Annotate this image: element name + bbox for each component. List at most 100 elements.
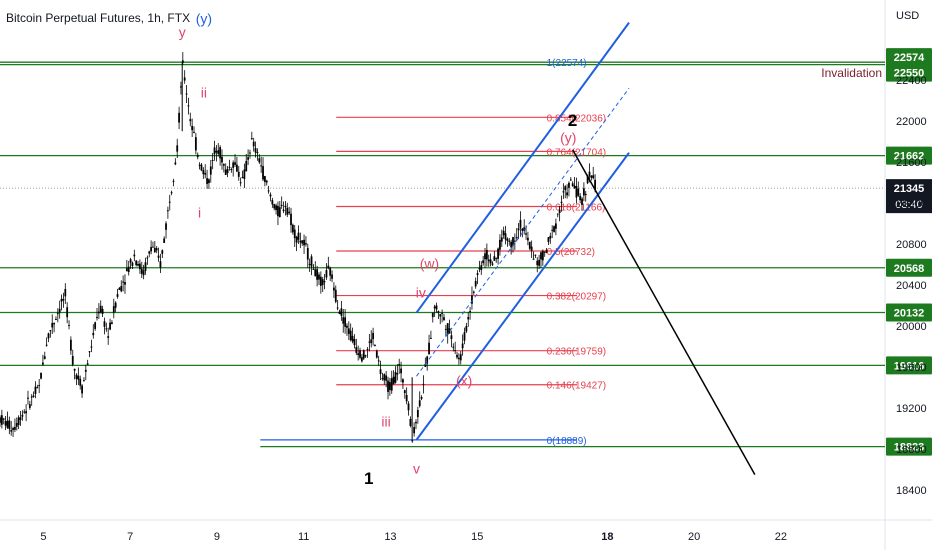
candle-body [586, 176, 589, 184]
candle-body [107, 336, 110, 338]
candle-body [510, 241, 513, 248]
candle-body [32, 395, 35, 397]
candle-body [457, 357, 460, 360]
candle-body [500, 237, 503, 242]
candle-body [166, 210, 169, 212]
candle-body [584, 193, 587, 196]
candle-body [314, 269, 317, 277]
candle-body [191, 126, 194, 131]
candle-body [206, 178, 208, 184]
candle-body [96, 316, 98, 318]
candle-body [217, 150, 220, 154]
candle-body [577, 188, 580, 196]
y-tick-label: 20000 [896, 321, 927, 333]
candle-body [325, 270, 328, 278]
candle-body [112, 306, 115, 313]
fib-label: 0.382(20297) [547, 292, 607, 303]
candle-body [549, 235, 552, 239]
candle-body [194, 137, 197, 151]
key-level-label: 20568 [894, 263, 925, 275]
candle-body [405, 394, 408, 402]
candle-body [396, 373, 399, 375]
candle-body [590, 175, 593, 178]
candle-body [86, 363, 89, 365]
candle-body [204, 172, 207, 175]
candle-body [456, 354, 458, 358]
candle-body [357, 353, 360, 356]
y-tick-label: 21600 [896, 157, 927, 169]
y-tick-label: 21200 [896, 198, 927, 210]
candle-body [430, 337, 432, 339]
candle-body [359, 350, 361, 358]
candle-body [187, 105, 190, 107]
candle-body [321, 279, 324, 286]
candle-body [547, 237, 550, 242]
candle-body [347, 328, 350, 334]
candle-body [338, 311, 341, 315]
candle-body [418, 400, 421, 407]
candle-body [370, 339, 373, 344]
candle-body [234, 162, 236, 165]
candle-body [103, 321, 106, 327]
candle-body [487, 259, 490, 262]
chart-title: Bitcoin Perpetual Futures, 1h, FTX [6, 11, 191, 25]
candle-body [422, 383, 425, 385]
candle-body [446, 323, 449, 335]
candle-body [118, 287, 121, 291]
candle-body [120, 285, 123, 292]
candle-body [443, 317, 445, 321]
candle-body [73, 368, 76, 371]
key-level-label: 19616 [894, 360, 925, 372]
candle-body [424, 363, 427, 367]
candle-body [310, 256, 313, 267]
candle-body [540, 252, 542, 260]
candle-body [543, 251, 546, 253]
time-axis: 5 7 9 11 13 15 18 20 22 [40, 531, 787, 543]
candle-body [21, 414, 24, 417]
candle-body [377, 360, 380, 362]
candle-body [243, 169, 246, 179]
candle-body [485, 249, 488, 260]
candle-body [250, 138, 253, 140]
candle-body [508, 240, 511, 242]
candle-body [152, 246, 154, 248]
candle-body [221, 156, 223, 163]
key-level-box [886, 48, 932, 67]
candle-body [144, 262, 147, 271]
candle-body [402, 379, 404, 383]
key-level-box [886, 146, 932, 165]
candle-body [482, 260, 485, 264]
candle-body [129, 259, 132, 263]
y-tick-label: 19200 [896, 403, 927, 415]
candle-body [157, 255, 160, 258]
candle-body [512, 237, 514, 246]
candle-body [55, 318, 57, 320]
candle-body [592, 175, 595, 179]
fib-retracement: 1(22574) 0.854(22036) 0.764(21704) 0.618(21… [260, 58, 606, 447]
candle-body [83, 380, 85, 382]
candle-body [301, 240, 304, 244]
candle-body [541, 250, 544, 261]
candle-body [271, 200, 274, 205]
projection-line [571, 149, 756, 475]
candle-body [215, 150, 218, 153]
wave-label: (y) [560, 130, 576, 146]
channel-lower [415, 152, 630, 441]
candle-body [555, 223, 557, 229]
candle-body [81, 385, 83, 394]
countdown-label: 03:40 [895, 199, 923, 211]
candle-body [241, 176, 244, 178]
candle-body [452, 346, 455, 348]
candle-body [263, 176, 266, 182]
fib-label: 0.236(19759) [547, 347, 607, 358]
candle-body [390, 378, 393, 391]
candle-body [211, 159, 214, 161]
candle-body [174, 162, 177, 165]
candle-body [148, 251, 151, 254]
candle-body [99, 305, 102, 313]
candle-body [181, 60, 184, 63]
candle-body [256, 152, 259, 154]
key-level-label: 21662 [894, 151, 925, 163]
candle-body [297, 232, 300, 240]
